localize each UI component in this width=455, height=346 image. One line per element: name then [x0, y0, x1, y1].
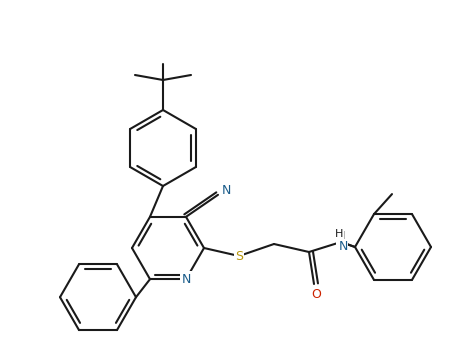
- Text: N: N: [181, 273, 190, 286]
- Text: S: S: [234, 249, 243, 263]
- Text: N: N: [338, 239, 347, 253]
- Text: H: H: [334, 229, 343, 239]
- Text: N: N: [221, 184, 230, 197]
- Text: O: O: [310, 288, 320, 300]
- Text: H
N: H N: [336, 231, 344, 253]
